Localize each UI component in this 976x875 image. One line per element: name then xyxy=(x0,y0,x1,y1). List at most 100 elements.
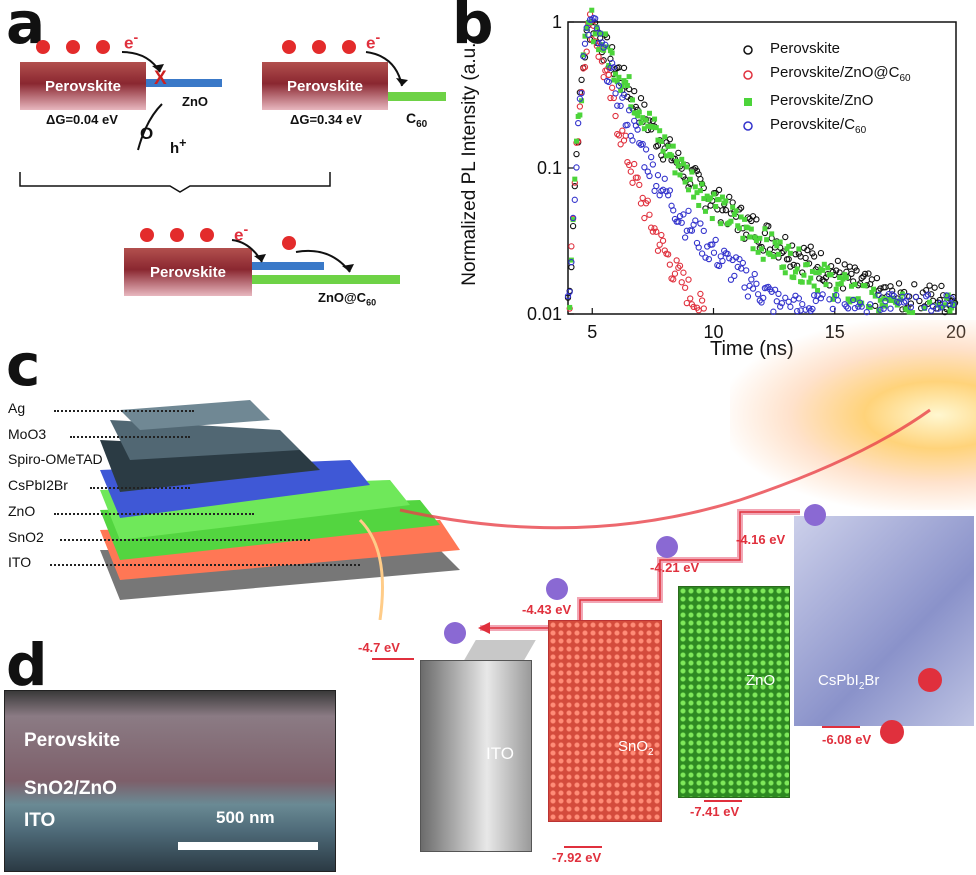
electron-dot xyxy=(66,40,80,54)
data-point xyxy=(757,235,763,241)
data-point xyxy=(666,136,673,143)
electron-dot xyxy=(96,40,110,54)
data-point xyxy=(632,122,640,129)
data-point xyxy=(738,214,744,220)
data-point xyxy=(792,269,798,275)
data-point xyxy=(624,121,631,129)
data-point xyxy=(629,179,636,186)
electron-label: e- xyxy=(234,222,249,245)
data-point xyxy=(869,289,875,295)
electron-dot xyxy=(282,236,296,250)
data-point xyxy=(820,267,826,273)
data-point xyxy=(691,194,697,200)
data-point xyxy=(767,251,773,257)
legend-item-c60: Perovskite/C60 xyxy=(770,116,867,136)
data-point xyxy=(697,220,704,227)
data-point xyxy=(772,239,778,245)
data-point xyxy=(938,304,945,311)
data-point xyxy=(861,270,869,278)
energy-bar xyxy=(372,658,414,660)
data-point xyxy=(843,274,849,280)
data-point xyxy=(839,285,847,292)
data-point xyxy=(578,89,585,97)
data-point xyxy=(641,164,648,171)
data-point xyxy=(580,52,586,58)
data-point xyxy=(770,254,776,260)
data-point xyxy=(659,186,667,193)
data-point xyxy=(654,247,662,254)
data-point xyxy=(740,235,746,241)
energy-zno-vb: -7.41 eV xyxy=(690,804,740,819)
data-point xyxy=(583,48,590,55)
data-point xyxy=(657,128,663,134)
perovskite-box-3: Perovskite xyxy=(124,248,252,296)
data-point xyxy=(644,197,651,204)
data-point xyxy=(680,161,686,167)
data-point xyxy=(848,270,855,277)
data-point xyxy=(834,257,842,265)
data-point xyxy=(695,244,702,251)
data-point xyxy=(618,87,624,93)
data-point xyxy=(809,250,816,257)
data-point xyxy=(871,286,877,292)
layer-label-cspbi2br: CsPbI2Br xyxy=(8,477,68,493)
light-beam xyxy=(399,408,931,530)
data-point xyxy=(774,243,780,249)
data-point xyxy=(678,279,685,286)
data-point xyxy=(799,301,806,308)
data-point xyxy=(780,248,787,255)
data-point xyxy=(753,280,760,287)
data-point xyxy=(868,276,876,283)
data-point xyxy=(943,292,950,299)
data-point xyxy=(602,41,609,48)
data-point xyxy=(623,79,629,85)
data-point xyxy=(782,294,789,301)
data-point xyxy=(719,207,726,214)
data-point xyxy=(671,270,679,277)
sem-label-ito: ITO xyxy=(24,810,56,831)
layer-leader xyxy=(90,487,190,489)
data-point xyxy=(665,143,671,149)
data-point xyxy=(685,276,692,283)
data-point xyxy=(687,295,694,302)
data-point xyxy=(947,308,953,314)
data-point xyxy=(771,286,779,293)
data-point xyxy=(742,216,748,222)
data-point xyxy=(615,82,623,89)
electron-carrier-icon xyxy=(546,578,568,600)
data-point xyxy=(709,216,715,222)
energy-bar xyxy=(822,726,860,728)
data-point xyxy=(616,74,622,80)
data-point xyxy=(938,282,945,290)
data-point xyxy=(745,225,751,231)
data-point xyxy=(833,286,839,292)
y-tick-label: 1 xyxy=(552,12,562,32)
data-point xyxy=(921,304,928,311)
data-point xyxy=(906,309,912,315)
data-point xyxy=(744,293,752,300)
data-point xyxy=(747,234,753,240)
data-point xyxy=(816,269,822,275)
legend-item-zno-c60: Perovskite/ZnO@C60 xyxy=(770,64,911,84)
data-point xyxy=(749,213,757,220)
data-point xyxy=(645,123,651,129)
y-tick-label: 0.01 xyxy=(527,304,562,324)
data-point xyxy=(624,83,630,89)
data-point xyxy=(702,208,708,214)
sno2-block-label: SnO2 xyxy=(618,738,654,758)
data-point xyxy=(911,281,918,288)
data-point xyxy=(569,222,577,230)
data-point xyxy=(614,130,621,138)
data-point xyxy=(588,16,595,23)
data-point xyxy=(709,241,716,248)
data-point xyxy=(692,217,699,224)
zno-block-label: ZnO xyxy=(746,672,776,689)
data-point xyxy=(612,90,619,97)
data-point xyxy=(739,259,746,267)
electron-carrier-icon xyxy=(444,622,466,644)
data-point xyxy=(651,225,658,232)
data-point xyxy=(819,291,826,298)
data-point xyxy=(809,268,815,274)
c60-label: C60 xyxy=(406,110,428,130)
data-point xyxy=(812,297,819,305)
